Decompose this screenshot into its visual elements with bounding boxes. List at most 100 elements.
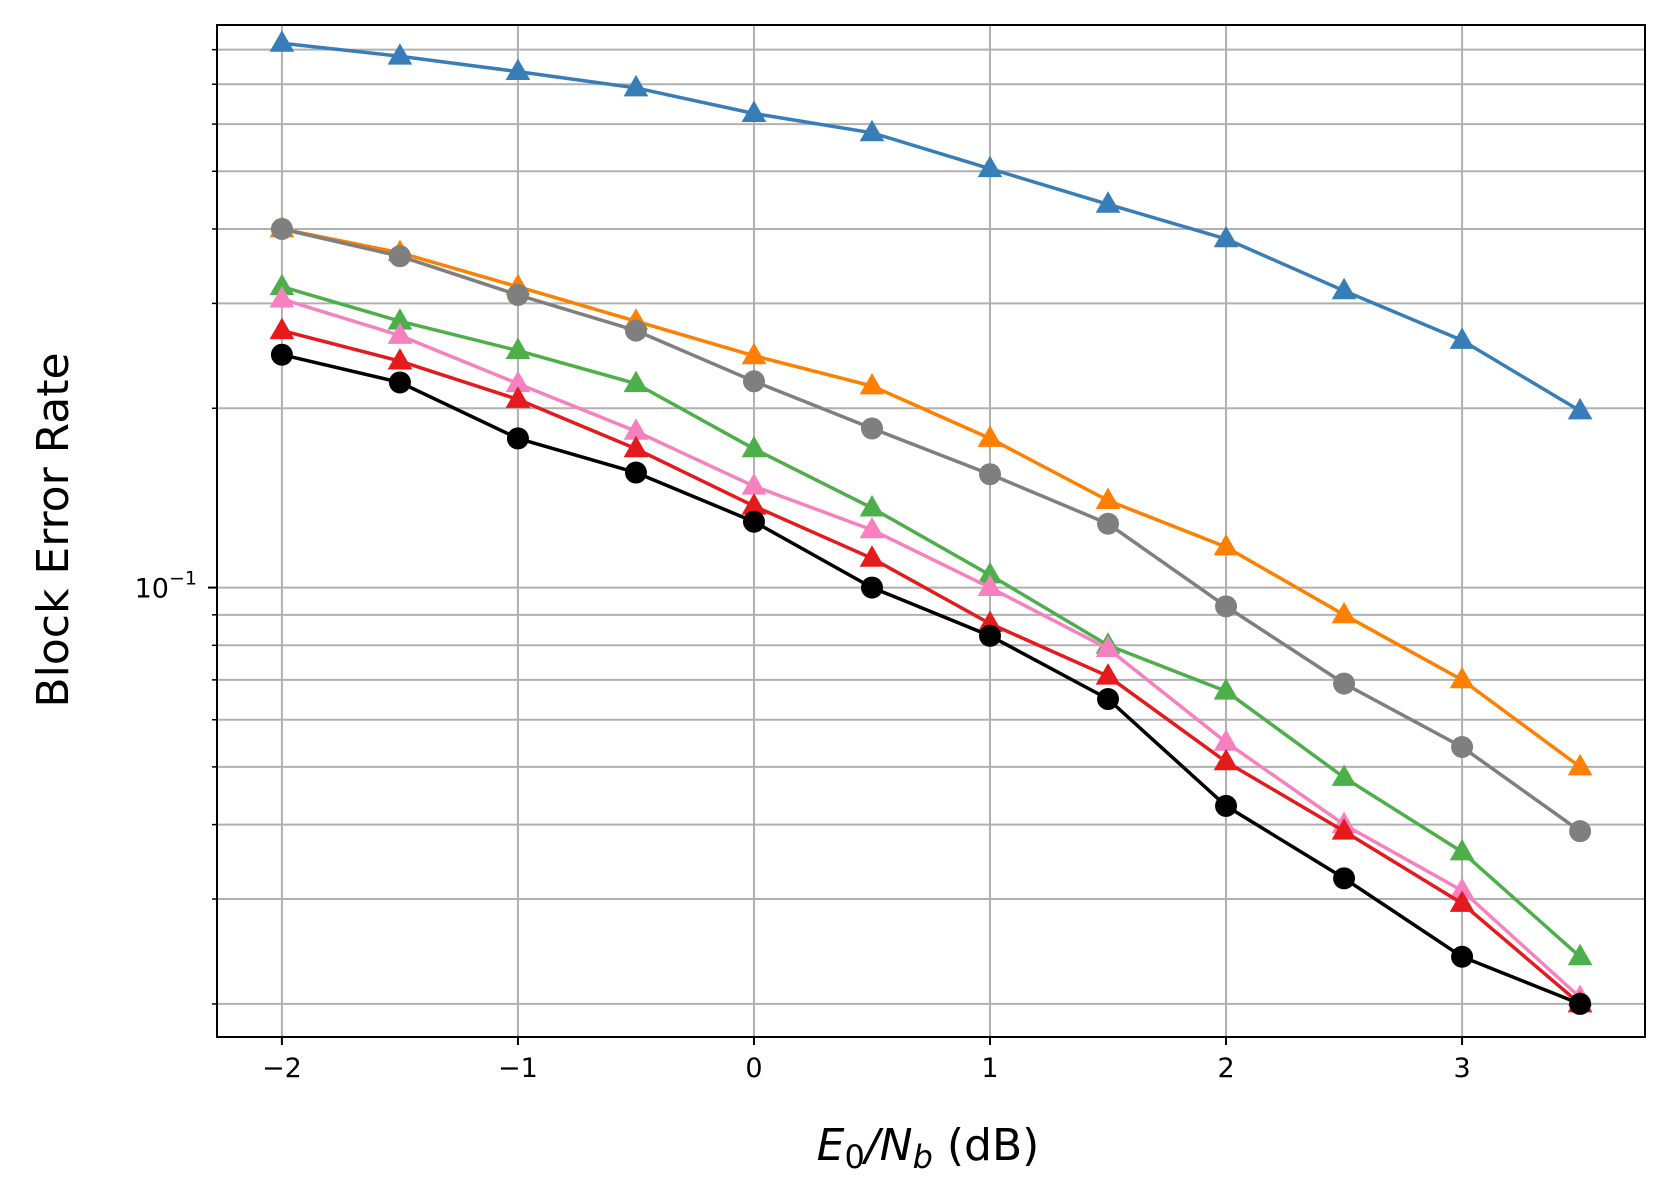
data-point bbox=[1569, 992, 1592, 1015]
data-point bbox=[977, 425, 1003, 447]
data-point bbox=[859, 119, 885, 142]
data-point bbox=[1449, 838, 1475, 861]
x-tick-label: −1 bbox=[498, 1053, 538, 1084]
data-point bbox=[860, 417, 883, 440]
series-layer bbox=[269, 30, 1593, 1015]
plot-frame bbox=[216, 24, 1646, 1038]
data-point bbox=[742, 510, 765, 533]
x-tick-label: −2 bbox=[262, 1053, 302, 1084]
series-line bbox=[281, 352, 1581, 1006]
data-point bbox=[1331, 277, 1357, 300]
data-point bbox=[1215, 794, 1238, 817]
series-2 bbox=[270, 217, 1592, 843]
data-point bbox=[1333, 867, 1356, 890]
data-point bbox=[1449, 877, 1475, 900]
data-point bbox=[387, 348, 413, 370]
data-point bbox=[1333, 672, 1356, 695]
series-line bbox=[281, 285, 1582, 959]
data-point bbox=[1095, 635, 1121, 658]
data-point bbox=[505, 370, 531, 393]
data-point bbox=[1449, 666, 1475, 689]
data-point bbox=[859, 495, 885, 517]
data-point bbox=[1331, 601, 1357, 624]
series-line bbox=[281, 41, 1581, 413]
data-point bbox=[388, 371, 411, 394]
data-point bbox=[1449, 327, 1475, 349]
data-point bbox=[269, 30, 295, 52]
grid bbox=[217, 25, 1645, 1037]
data-point bbox=[1331, 818, 1357, 840]
x-label-unit: (dB) bbox=[933, 1120, 1039, 1171]
x-tick-label: 3 bbox=[1453, 1053, 1470, 1084]
data-point bbox=[1213, 533, 1239, 556]
data-point bbox=[1213, 678, 1239, 700]
data-point bbox=[741, 473, 767, 495]
series-line bbox=[281, 297, 1582, 999]
data-point bbox=[387, 322, 413, 344]
y-axis-label: Block Error Rate bbox=[28, 352, 79, 707]
data-point bbox=[1097, 512, 1120, 535]
x-axis-label: E0/Nb (dB) bbox=[817, 1120, 1040, 1176]
data-point bbox=[979, 463, 1002, 486]
data-point bbox=[623, 418, 649, 440]
data-point bbox=[270, 343, 293, 366]
data-point bbox=[741, 100, 767, 122]
data-point bbox=[1569, 820, 1592, 843]
data-point bbox=[1449, 890, 1475, 912]
data-point bbox=[1567, 943, 1593, 966]
data-point bbox=[860, 576, 883, 599]
series-6 bbox=[270, 343, 1592, 1015]
series-line bbox=[281, 328, 1582, 1006]
data-point bbox=[979, 624, 1002, 647]
data-point bbox=[1567, 397, 1593, 420]
y-tick-label: 10−1 bbox=[135, 568, 197, 605]
data-point bbox=[623, 370, 649, 393]
data-point bbox=[1213, 225, 1239, 248]
data-point bbox=[269, 286, 295, 308]
data-point bbox=[269, 273, 295, 296]
data-point bbox=[1213, 748, 1239, 771]
data-point bbox=[270, 217, 293, 240]
data-point bbox=[741, 493, 767, 515]
data-point bbox=[387, 43, 413, 65]
data-point bbox=[859, 545, 885, 567]
x-label-n-sub: b bbox=[913, 1138, 933, 1176]
data-point bbox=[1567, 753, 1593, 776]
y-tick-label-base: 10 bbox=[135, 574, 169, 605]
x-tick-label: 1 bbox=[981, 1053, 998, 1084]
data-point bbox=[1097, 688, 1120, 711]
data-point bbox=[1215, 595, 1238, 618]
data-point bbox=[506, 427, 529, 450]
data-point bbox=[388, 245, 411, 268]
data-point bbox=[505, 337, 531, 360]
data-point bbox=[1095, 663, 1121, 685]
axis-ticks: −2 −1 0 1 2 310−1 bbox=[135, 48, 1471, 1084]
data-point bbox=[387, 308, 413, 330]
data-point bbox=[269, 317, 295, 340]
data-point bbox=[623, 74, 649, 97]
data-point bbox=[506, 283, 529, 306]
data-point bbox=[1331, 764, 1357, 786]
x-tick-label: 0 bbox=[745, 1053, 762, 1084]
data-point bbox=[1095, 191, 1121, 213]
data-point bbox=[977, 561, 1003, 584]
data-point bbox=[1451, 945, 1474, 968]
data-point bbox=[1213, 729, 1239, 751]
data-point bbox=[741, 435, 767, 458]
data-point bbox=[1095, 487, 1121, 509]
data-point bbox=[505, 58, 531, 81]
series-line bbox=[281, 227, 1582, 769]
data-point bbox=[623, 435, 649, 458]
y-tick-label-exponent: −1 bbox=[169, 568, 197, 590]
series-line bbox=[281, 227, 1582, 833]
data-point bbox=[624, 319, 647, 342]
series-0 bbox=[269, 30, 1593, 420]
x-tick-label: 2 bbox=[1217, 1053, 1234, 1084]
data-point bbox=[742, 370, 765, 393]
data-point bbox=[859, 516, 885, 539]
series-3 bbox=[269, 273, 1593, 966]
data-point bbox=[624, 461, 647, 484]
data-point bbox=[1451, 735, 1474, 758]
